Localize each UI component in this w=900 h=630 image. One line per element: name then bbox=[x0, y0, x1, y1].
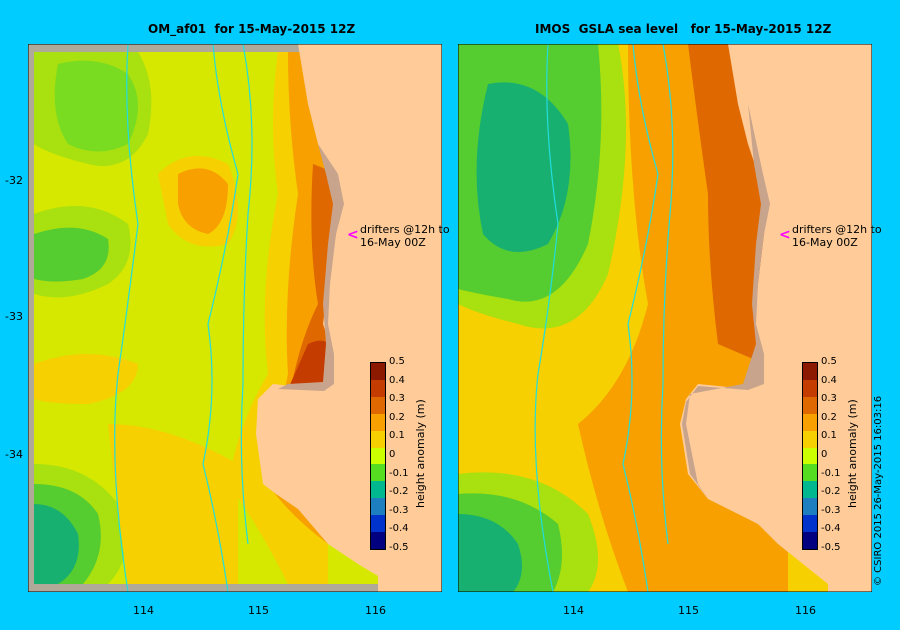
colorbar-right-title: height anomaly (m) bbox=[846, 399, 859, 508]
colorbar-swatch bbox=[803, 396, 817, 414]
drifter-note-line1: drifters @12h to bbox=[360, 223, 450, 236]
colorbar-tick-label: 0.1 bbox=[389, 430, 405, 442]
colorbar-left-title: height anomaly (m) bbox=[414, 399, 427, 508]
colorbar-tick-label: -0.2 bbox=[821, 486, 841, 498]
colorbar-tick-label: 0.5 bbox=[821, 356, 837, 367]
drifter-note-line2: 16-May 00Z bbox=[360, 236, 426, 249]
colorbar-swatch bbox=[371, 363, 385, 380]
colorbar-left bbox=[370, 362, 386, 550]
right-panel-title: IMOS GSLA sea level for 15-May-2015 12Z bbox=[535, 22, 832, 36]
colorbar-tick-label: -0.4 bbox=[821, 523, 841, 535]
colorbar-tick-label: -0.3 bbox=[389, 504, 409, 516]
drifter-note-line1: drifters @12h to bbox=[792, 223, 882, 236]
colorbar-tick-label: 0.4 bbox=[389, 374, 405, 386]
colorbar-swatch bbox=[371, 515, 385, 533]
colorbar-swatch bbox=[371, 430, 385, 448]
drifter-arrow-icon: < bbox=[779, 227, 791, 243]
colorbar-swatch bbox=[371, 498, 385, 516]
colorbar-swatch bbox=[371, 396, 385, 414]
colorbar-swatch bbox=[371, 464, 385, 482]
colorbar-swatch bbox=[371, 532, 385, 549]
x-tick-label: 115 bbox=[248, 604, 269, 617]
colorbar-swatch bbox=[803, 464, 817, 482]
colorbar-tick-label: 0.2 bbox=[389, 411, 405, 423]
colorbar-swatch bbox=[371, 379, 385, 397]
left-map bbox=[28, 44, 442, 592]
colorbar-tick-label: 0.4 bbox=[821, 374, 837, 386]
colorbar-swatch bbox=[803, 447, 817, 465]
colorbar-tick-label: 0.1 bbox=[821, 430, 837, 442]
colorbar-tick-label: 0.2 bbox=[821, 411, 837, 423]
colorbar-tick-label: -0.5 bbox=[821, 542, 841, 553]
left-panel-title: OM_af01 for 15-May-2015 12Z bbox=[148, 22, 356, 36]
colorbar-swatch bbox=[803, 498, 817, 516]
drifter-note-right: drifters @12h to 16-May 00Z bbox=[792, 223, 882, 249]
x-tick-label: 116 bbox=[365, 604, 386, 617]
colorbar-swatch bbox=[371, 447, 385, 465]
colorbar-swatch bbox=[371, 413, 385, 431]
x-tick-label: 116 bbox=[795, 604, 816, 617]
colorbar-tick-label: -0.5 bbox=[389, 542, 409, 553]
y-tick-label: -32 bbox=[5, 174, 23, 187]
colorbar-tick-label: -0.1 bbox=[389, 467, 409, 479]
colorbar-swatch bbox=[371, 481, 385, 499]
colorbar-swatch bbox=[803, 532, 817, 549]
colorbar-swatch bbox=[803, 413, 817, 431]
colorbar-swatch bbox=[803, 379, 817, 397]
colorbar-tick-label: 0 bbox=[389, 449, 396, 460]
drifter-note-left: drifters @12h to 16-May 00Z bbox=[360, 223, 450, 249]
colorbar-swatch bbox=[803, 363, 817, 380]
y-tick-label: -34 bbox=[5, 448, 23, 461]
colorbar-tick-label: -0.4 bbox=[389, 523, 409, 535]
colorbar-right bbox=[802, 362, 818, 550]
colorbar-tick-label: 0.3 bbox=[389, 393, 405, 405]
left-map-canvas bbox=[28, 44, 442, 592]
y-tick-label: -33 bbox=[5, 310, 23, 323]
colorbar-swatch bbox=[803, 430, 817, 448]
colorbar-swatch bbox=[803, 515, 817, 533]
colorbar-tick-label: 0.5 bbox=[389, 356, 405, 367]
x-tick-label: 114 bbox=[133, 604, 154, 617]
colorbar-swatch bbox=[803, 481, 817, 499]
x-tick-label: 115 bbox=[678, 604, 699, 617]
drifter-arrow-icon: < bbox=[347, 227, 359, 243]
x-tick-label: 114 bbox=[563, 604, 584, 617]
colorbar-tick-label: -0.1 bbox=[821, 467, 841, 479]
colorbar-tick-label: -0.3 bbox=[821, 504, 841, 516]
colorbar-tick-label: -0.2 bbox=[389, 486, 409, 498]
drifter-note-line2: 16-May 00Z bbox=[792, 236, 858, 249]
colorbar-tick-label: 0 bbox=[821, 449, 828, 460]
copyright-text: © CSIRO 2015 26-May-2015 16:03:16 bbox=[873, 395, 884, 586]
colorbar-tick-label: 0.3 bbox=[821, 393, 837, 405]
